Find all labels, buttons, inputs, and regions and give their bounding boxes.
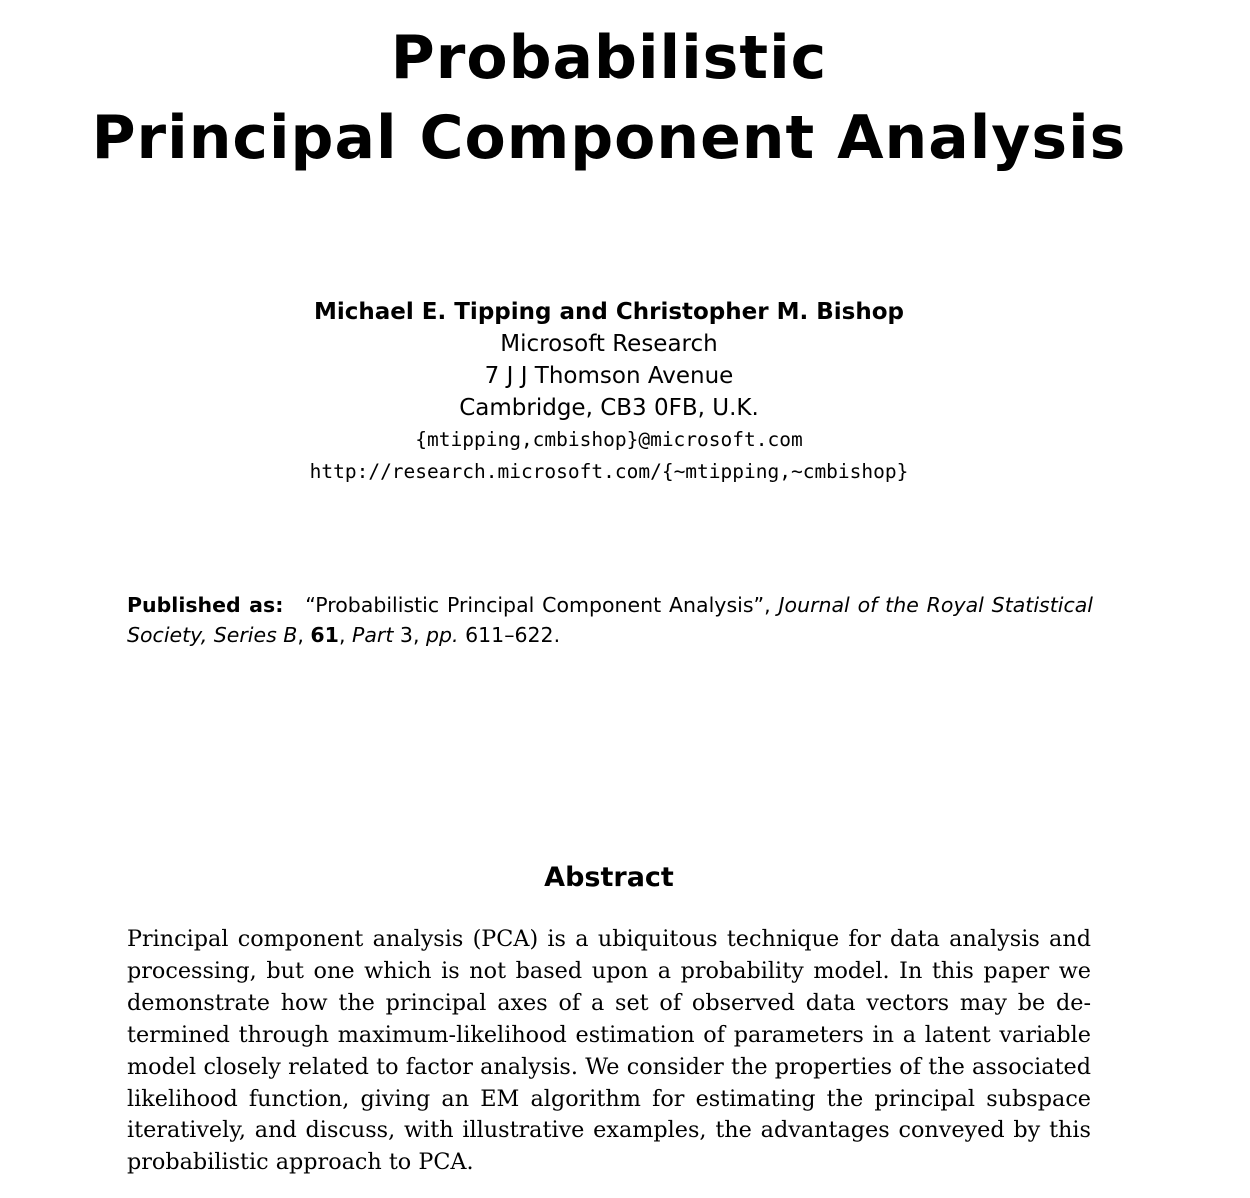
- journal-name: Journal of the Royal Statistical Society…: [127, 593, 1093, 647]
- page-range: 611–622.: [465, 623, 561, 647]
- title-line-1: Probabilistic: [390, 23, 828, 93]
- author-names: Michael E. Tipping and Christopher M. Bi…: [314, 299, 904, 325]
- abstract-line: probabilistic approach to PCA.: [127, 1149, 474, 1176]
- pages-label: pp.: [426, 623, 459, 647]
- title-line-2: Principal Component Analysis: [91, 103, 1127, 173]
- author-email: {mtipping,cmbishop}@microsoft.com: [415, 428, 803, 451]
- abstract-line: processing, but one which is not based u…: [127, 957, 1091, 984]
- author-block: Michael E. Tipping and Christopher M. Bi…: [0, 296, 1218, 488]
- abstract-line: demonstrate how the principal axes of a …: [127, 989, 1091, 1016]
- abstract-line: likelihood function, giving an EM algori…: [127, 1085, 1091, 1112]
- article-title: “Probabilistic Principal Component Analy…: [305, 593, 771, 617]
- abstract-text: Principal component analysis (PCA) is a …: [127, 924, 1091, 1179]
- abstract-line: iteratively, and discuss, with illustrat…: [127, 1117, 1091, 1144]
- abstract-line: termined through maximum-likelihood esti…: [127, 1021, 1091, 1048]
- abstract-heading: Abstract: [544, 862, 674, 893]
- paper-title: Probabilistic Principal Component Analys…: [0, 18, 1218, 178]
- abstract-line: model closely related to factor analysis…: [127, 1053, 1091, 1080]
- part-label: Part: [352, 623, 394, 647]
- author-url: http://research.microsoft.com/{∼mtipping…: [309, 460, 909, 483]
- author-city: Cambridge, CB3 0FB, U.K.: [459, 395, 759, 421]
- author-affiliation: Microsoft Research: [500, 331, 718, 357]
- published-as-label: Published as:: [127, 593, 284, 617]
- abstract-line: Principal component analysis (PCA) is a …: [127, 926, 1091, 952]
- volume-number: 61: [310, 623, 339, 647]
- publication-note: Published as: “Probabilistic Principal C…: [127, 593, 1093, 647]
- part-number: 3,: [399, 623, 420, 647]
- author-street: 7 J J Thomson Avenue: [484, 363, 734, 389]
